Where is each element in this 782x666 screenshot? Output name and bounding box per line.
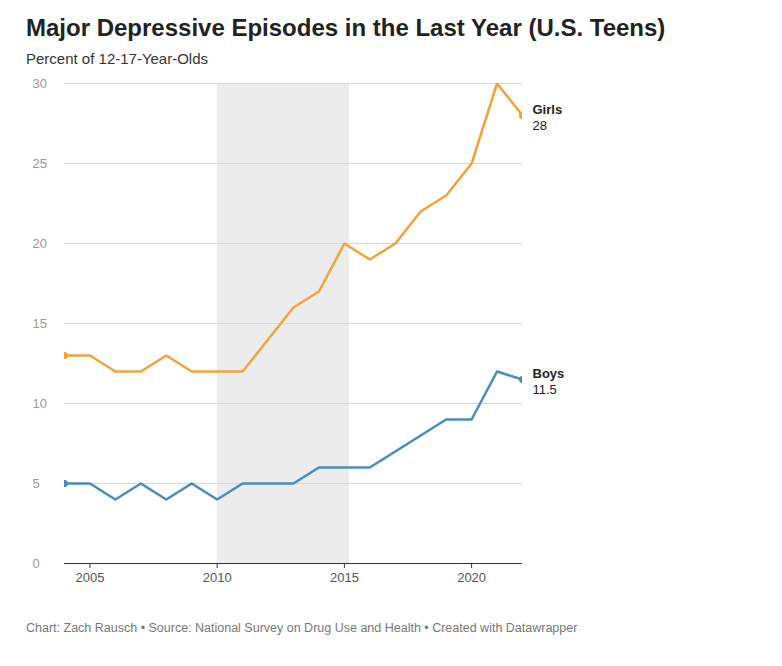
svg-text:30: 30 xyxy=(33,76,47,91)
svg-text:0: 0 xyxy=(33,556,40,571)
svg-text:20: 20 xyxy=(33,236,47,251)
svg-text:10: 10 xyxy=(33,396,47,411)
svg-text:2005: 2005 xyxy=(75,570,104,585)
svg-text:25: 25 xyxy=(33,156,47,171)
svg-text:2020: 2020 xyxy=(457,570,486,585)
html-text:Major Depressive Episodes in t: Major Depressive Episodes in the Last Ye… xyxy=(26,14,666,41)
svg-text:11.5: 11.5 xyxy=(533,382,557,397)
svg-text:2015: 2015 xyxy=(330,570,359,585)
svg-text:2010: 2010 xyxy=(203,570,232,585)
html-text:Percent of 12-17-Year-Olds: Percent of 12-17-Year-Olds xyxy=(26,50,208,67)
svg-text:5: 5 xyxy=(33,476,40,491)
svg-text:Girls: Girls xyxy=(533,102,563,117)
svg-text:28: 28 xyxy=(533,118,547,133)
html-text:Chart: Zach Rausch • Source: N: Chart: Zach Rausch • Source: National Su… xyxy=(26,621,578,635)
svg-text:15: 15 xyxy=(33,316,47,331)
svg-text:Boys: Boys xyxy=(533,366,565,381)
